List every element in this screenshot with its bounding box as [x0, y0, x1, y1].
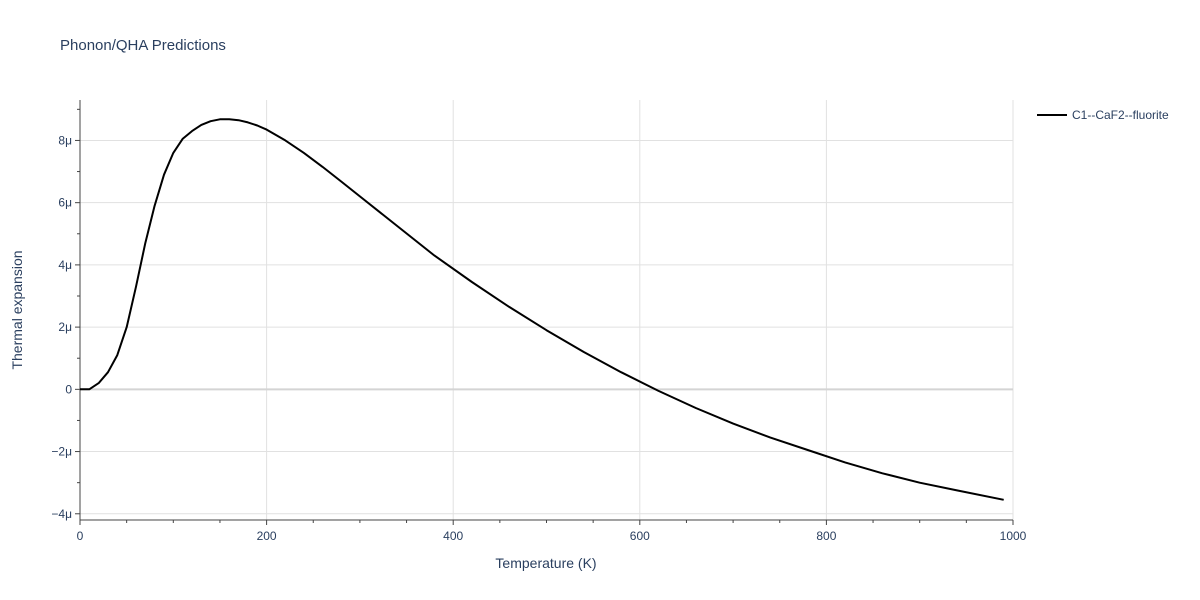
series-line — [80, 118, 1004, 501]
y-tick-label: 6μ — [58, 196, 72, 210]
x-tick-label: 1000 — [1000, 529, 1027, 543]
y-tick-label: −4μ — [51, 507, 72, 521]
y-tick-label: 0 — [65, 382, 72, 396]
x-tick-label: 0 — [77, 529, 84, 543]
grid-layer — [80, 100, 1014, 520]
y-tick-label: 4μ — [58, 258, 72, 272]
y-axis-title: Thermal expansion — [9, 250, 25, 369]
series-layer — [80, 118, 1004, 501]
x-tick-label: 800 — [816, 529, 836, 543]
x-tick-label: 400 — [443, 529, 463, 543]
x-tick-label: 600 — [630, 529, 650, 543]
legend-label: C1--CaF2--fluorite — [1072, 108, 1169, 122]
y-tick-label: 8μ — [58, 133, 72, 147]
x-axis-title: Temperature (K) — [495, 555, 596, 571]
y-tick-label: 2μ — [58, 320, 72, 334]
axes-layer: 0 200 400 600 800 1000 −4μ −2μ 0 2μ 4μ 6μ 8μ — [51, 100, 1027, 543]
x-tick-label: 200 — [257, 529, 277, 543]
y-tick-label: −2μ — [51, 445, 72, 459]
legend[interactable]: C1--CaF2--fluorite — [1037, 108, 1169, 122]
chart-title: Phonon/QHA Predictions — [60, 37, 226, 54]
